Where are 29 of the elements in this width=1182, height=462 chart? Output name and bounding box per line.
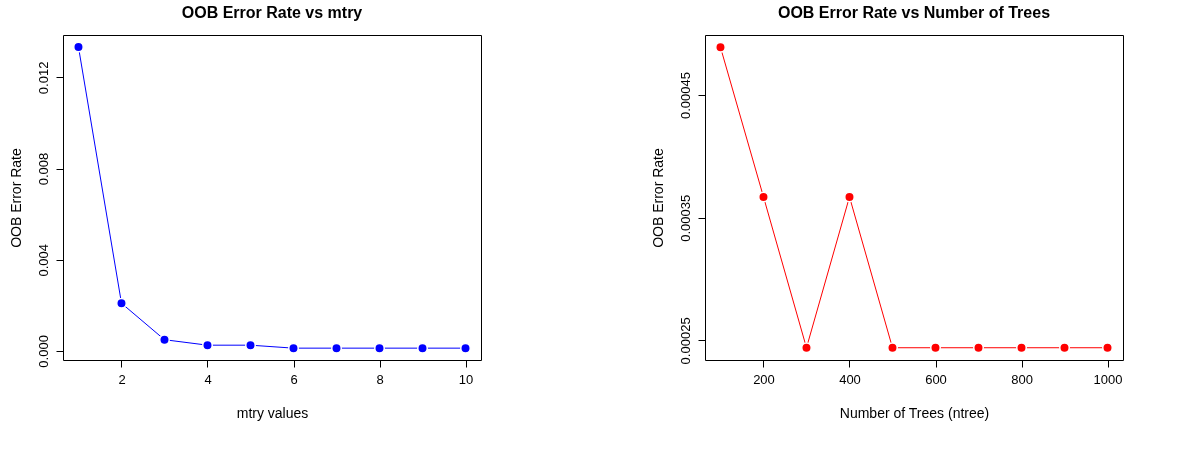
x-tick-label: 4 (204, 371, 212, 387)
y-tick-label: 0.012 (35, 61, 51, 95)
y-axis-title: OOB Error Rate (649, 148, 666, 248)
point (374, 342, 385, 354)
y-tick-label: 0.00035 (677, 194, 693, 242)
x-tick-label: 600 (925, 371, 947, 387)
x-tick-label: 1000 (1093, 371, 1123, 387)
x-tick-label: 2 (118, 371, 126, 387)
point (202, 339, 213, 351)
point (245, 339, 256, 351)
y-tick-label: 0.004 (35, 243, 51, 277)
x-axis-title: Number of Trees (ntree) (839, 404, 990, 421)
y-tick-label: 0.00045 (677, 72, 693, 120)
x-tick-label: 800 (1011, 371, 1033, 387)
point (417, 342, 429, 354)
y-tick-label: 0.000 (35, 335, 51, 368)
x-axis-title: mtry values (236, 404, 309, 421)
point (331, 342, 342, 354)
x-tick-label: 10 (458, 371, 474, 387)
point (288, 342, 299, 354)
y-tick-label: 0.00025 (677, 317, 693, 365)
chart-title: OOB Error Rate vs mtry (181, 4, 363, 21)
chart-title: OOB Error Rate vs Number of Trees (777, 4, 1051, 21)
x-tick-label: 200 (753, 371, 775, 387)
x-tick-label: 8 (376, 371, 384, 387)
y-tick-label: 0.008 (35, 152, 51, 186)
x-tick-label: 400 (839, 371, 861, 387)
y-axis-title: OOB Error Rate (7, 148, 24, 248)
x-tick-label: 6 (290, 371, 298, 387)
